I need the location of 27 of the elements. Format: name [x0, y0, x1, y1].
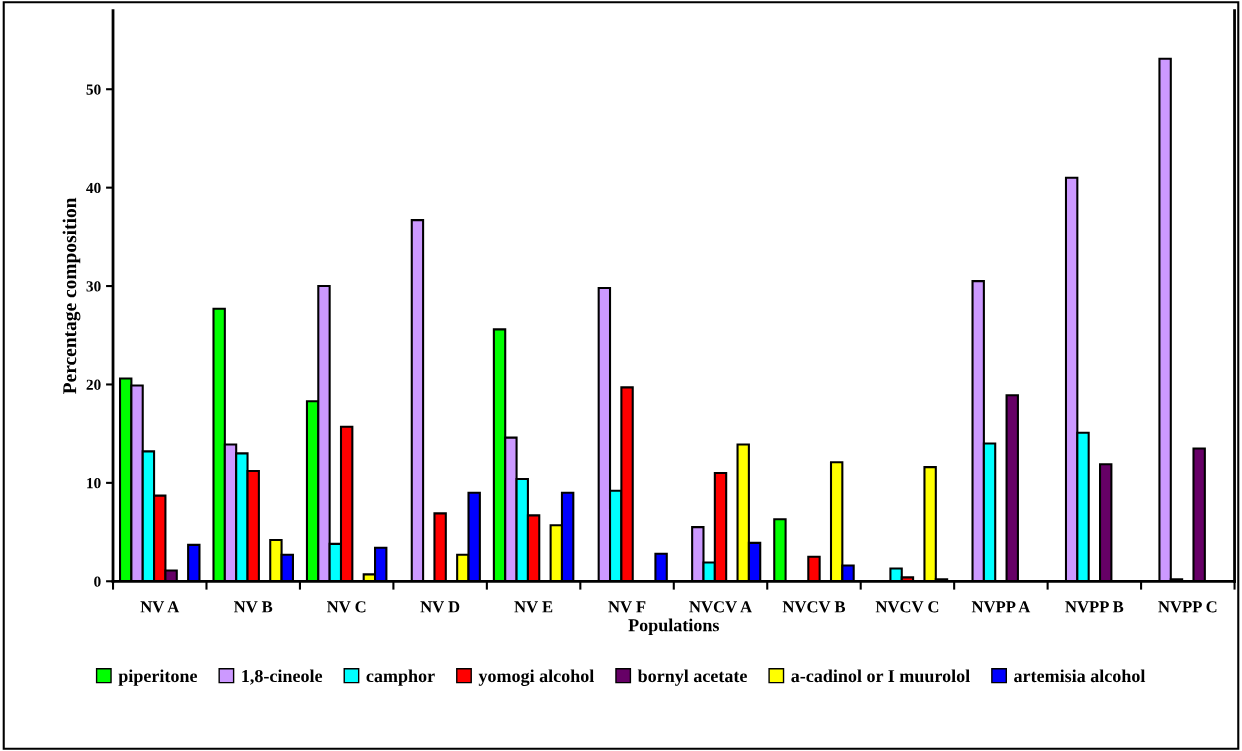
legend-label: a-cadinol or I muurolol	[791, 669, 970, 683]
x-tick-label: NVPP C	[1158, 601, 1217, 613]
legend-label: 1,8-cineole	[242, 669, 323, 685]
x-tick-label: NV F	[608, 601, 646, 613]
x-tick-label: NV D	[420, 601, 460, 613]
x-tick-label: NV C	[327, 601, 366, 613]
x-tick-label: NVCV C	[875, 601, 939, 613]
legend-label: bornyl acetate	[637, 669, 747, 686]
legend-label: piperitone	[118, 669, 198, 686]
x-tick-label: NVPP A	[971, 601, 1031, 613]
y-axis-title: Percentage composition	[62, 197, 81, 394]
x-tick-label: NVCV B	[782, 601, 846, 613]
legend-label: yomogi alcohol	[478, 669, 594, 686]
x-tick-label: NV E	[514, 601, 553, 613]
y-tick-label: 30	[86, 281, 101, 292]
y-tick-label: 20	[86, 379, 101, 390]
x-tick-label: NVCV A	[689, 601, 752, 613]
y-tick-label: 50	[86, 84, 101, 95]
x-tick-label: NV B	[234, 601, 273, 613]
x-axis-title: Populations	[628, 618, 719, 635]
x-tick-label: NVPP B	[1065, 601, 1124, 613]
y-tick-label: 40	[86, 182, 101, 194]
legend-label: camphor	[366, 669, 435, 686]
y-tick-label: 10	[87, 478, 101, 489]
legend-label: artemisia alcohol	[1014, 669, 1146, 683]
y-tick-label: 0	[94, 576, 101, 587]
x-tick-label: NV A	[140, 601, 180, 613]
